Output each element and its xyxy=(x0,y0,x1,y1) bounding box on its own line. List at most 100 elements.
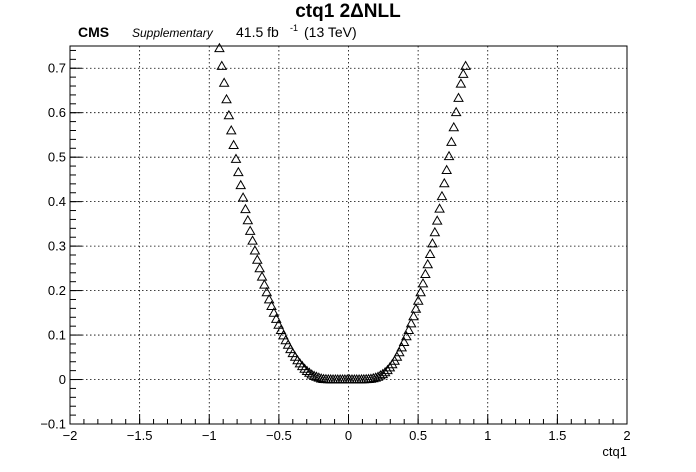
data-point xyxy=(410,303,422,313)
data-point xyxy=(375,370,386,380)
data-point xyxy=(455,78,467,88)
data-point xyxy=(450,106,462,117)
data-point xyxy=(218,77,230,87)
data-point xyxy=(384,362,396,372)
data-point xyxy=(457,68,469,78)
x-tick-label: 0 xyxy=(345,428,352,443)
data-point xyxy=(434,203,445,213)
data-point xyxy=(266,300,277,311)
data-point xyxy=(401,330,412,341)
data-point xyxy=(223,109,235,120)
data-point xyxy=(270,313,282,323)
data-point xyxy=(230,153,242,163)
y-tick-label: 0.6 xyxy=(48,105,66,120)
data-point xyxy=(263,293,275,304)
data-point xyxy=(391,351,403,361)
data-point xyxy=(235,179,247,190)
data-point xyxy=(306,369,318,379)
data-point xyxy=(259,279,270,289)
data-point xyxy=(422,258,434,269)
data-point xyxy=(367,372,379,383)
x-tick-label: 1 xyxy=(484,428,491,443)
data-point xyxy=(443,150,455,161)
lumi-energy: (13 TeV) xyxy=(304,24,357,40)
data-point xyxy=(228,139,239,150)
data-point xyxy=(249,245,261,255)
data-point xyxy=(436,190,448,201)
x-axis-tick-labels: −2 −1.5 −1 −0.5 0 0.5 1 1.5 2 xyxy=(63,428,631,443)
data-point xyxy=(247,235,258,245)
data-point xyxy=(216,60,228,70)
x-tick-label: −1 xyxy=(202,428,217,443)
x-tick-label: −2 xyxy=(63,428,78,443)
data-point xyxy=(273,319,284,329)
data-point xyxy=(403,324,415,335)
y-tick-label: 0.4 xyxy=(48,194,66,209)
data-point xyxy=(244,225,256,235)
data-point xyxy=(441,164,453,174)
data-point xyxy=(242,214,254,225)
data-point xyxy=(308,370,320,380)
data-point xyxy=(277,329,289,340)
data-point xyxy=(372,371,384,381)
data-point xyxy=(438,177,450,188)
data-point xyxy=(313,372,325,382)
data-point xyxy=(221,93,232,104)
x-axis-label: ctq1 xyxy=(602,444,627,459)
data-point xyxy=(254,262,266,273)
y-tick-label: 0.5 xyxy=(48,150,66,165)
data-point xyxy=(379,366,391,377)
data-point xyxy=(382,364,393,375)
x-tick-label: −0.5 xyxy=(266,428,292,443)
data-point xyxy=(415,286,426,297)
supplementary-label: Supplementary xyxy=(132,26,214,40)
x-tick-label: 2 xyxy=(623,428,630,443)
y-tick-label: 0.3 xyxy=(48,239,66,254)
data-point xyxy=(311,371,322,381)
lumi-value: 41.5 fb xyxy=(236,24,279,40)
data-point xyxy=(408,310,419,321)
data-point xyxy=(261,286,273,297)
data-series xyxy=(214,42,471,384)
data-point xyxy=(412,295,424,305)
y-tick-label: 0.7 xyxy=(48,61,66,76)
data-point xyxy=(275,324,287,335)
data-point xyxy=(424,248,436,258)
x-tick-label: 1.5 xyxy=(548,428,566,443)
data-point xyxy=(237,192,249,202)
data-point xyxy=(448,121,460,132)
data-point xyxy=(427,237,438,248)
data-point xyxy=(396,342,408,352)
y-tick-label: 0.2 xyxy=(48,283,66,298)
data-point xyxy=(429,226,441,237)
x-tick-label: −1.5 xyxy=(127,428,153,443)
chart-title: ctq1 2ΔNLL xyxy=(295,1,401,22)
data-point xyxy=(256,271,268,281)
data-point xyxy=(268,307,280,317)
y-tick-label: 0 xyxy=(59,372,66,387)
data-point xyxy=(294,358,306,368)
axis-ticks xyxy=(69,49,628,425)
cms-label: CMS xyxy=(78,24,109,40)
data-point xyxy=(232,166,244,177)
data-point xyxy=(214,42,225,53)
y-axis-tick-labels: −0.1 0 0.1 0.2 0.3 0.4 0.5 0.6 0.7 xyxy=(40,61,66,432)
data-point xyxy=(301,365,313,375)
data-point xyxy=(431,215,443,225)
data-point xyxy=(240,203,251,214)
data-point xyxy=(453,92,464,102)
data-point xyxy=(446,136,457,146)
data-point xyxy=(296,360,308,371)
lumi-exponent: -1 xyxy=(290,23,298,33)
grid xyxy=(70,46,627,424)
data-point xyxy=(420,268,431,279)
y-tick-label: −0.1 xyxy=(40,417,66,432)
data-point xyxy=(460,60,471,70)
data-point xyxy=(417,277,429,288)
data-point xyxy=(393,346,405,357)
data-point xyxy=(299,363,310,373)
data-point xyxy=(405,317,417,328)
data-point xyxy=(398,336,410,347)
y-tick-label: 0.1 xyxy=(48,328,66,343)
